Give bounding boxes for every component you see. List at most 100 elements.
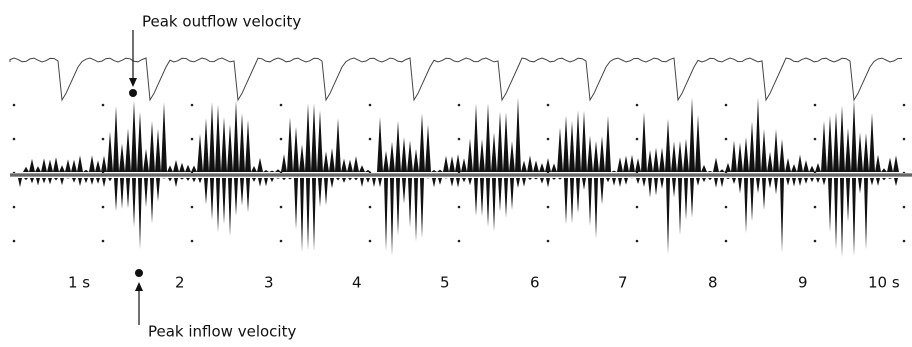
outflow-spike (59, 165, 65, 172)
inflow-spike (228, 178, 232, 236)
outflow-spike (521, 161, 527, 172)
inflow-spike (54, 178, 58, 180)
outflow-spike (137, 112, 143, 172)
inflow-spike (60, 178, 64, 185)
inflow-spike (522, 178, 526, 187)
outflow-spike (683, 139, 689, 172)
inflow-spike (612, 178, 616, 186)
outflow-spike (581, 111, 587, 172)
inflow-spike (816, 178, 820, 183)
outflow-spike (869, 113, 875, 172)
outflow-spike (575, 110, 581, 172)
outflow-spike (281, 154, 287, 172)
outflow-spike (149, 121, 155, 172)
outflow-spike (845, 128, 851, 172)
inflow-spike (744, 178, 748, 233)
outflow-spike (395, 121, 401, 172)
inflow-spike (174, 178, 178, 187)
inflow-spike (888, 178, 892, 179)
outflow-spike (863, 133, 869, 172)
inflow-spike (684, 178, 688, 220)
inflow-spike (876, 178, 880, 186)
inflow-spike (492, 178, 496, 232)
inflow-spike (222, 178, 226, 224)
outflow-spike (347, 160, 353, 172)
grid-dot (191, 206, 194, 209)
inflow-spike (96, 178, 100, 184)
inflow-spike (750, 178, 754, 222)
inflow-spike (498, 178, 502, 211)
grid-dot (280, 138, 283, 141)
inflow-spike (240, 178, 244, 206)
outflow-spike (473, 103, 479, 172)
grid-dot (636, 240, 639, 243)
inflow-spike (804, 178, 808, 184)
grid-dot (458, 240, 461, 243)
outflow-spike (545, 158, 551, 172)
inflow-spike (678, 178, 682, 235)
grid-dot (13, 206, 16, 209)
outflow-spike (563, 116, 569, 172)
inflow-spike (552, 178, 556, 180)
outflow-spike (725, 163, 731, 172)
outflow-spike (47, 160, 53, 172)
inflow-spike (486, 178, 490, 227)
inflow-spike (528, 178, 532, 180)
outflow-spike (767, 152, 773, 172)
inflow-spike (246, 178, 250, 213)
outflow-spike (533, 160, 539, 172)
inflow-spike (144, 178, 148, 207)
inflow-spike (618, 178, 622, 187)
outflow-spike (719, 169, 725, 172)
inflow-spike (234, 178, 238, 216)
outflow-spike (233, 100, 239, 172)
outflow-spike (617, 157, 623, 172)
inflow-spike (510, 178, 514, 210)
grid-dot (814, 138, 817, 141)
outflow-spike (215, 105, 221, 172)
outflow-spike (365, 170, 371, 172)
outflow-spike (131, 100, 137, 172)
inflow-spike (654, 178, 658, 196)
inflow-spike (306, 178, 310, 250)
inflow-spike (726, 178, 730, 179)
outflow-spike (191, 165, 197, 172)
time-label: 3 (264, 274, 274, 292)
outflow-spike (509, 141, 515, 172)
outflow-spike (35, 166, 41, 172)
inflow-spike (186, 178, 190, 181)
inflow-spike (18, 178, 22, 187)
inflow-spike (636, 178, 640, 184)
outflow-spike (827, 115, 833, 172)
outflow-spike (455, 154, 461, 172)
outflow-spike (389, 142, 395, 172)
grid-dot (725, 206, 728, 209)
outflow-spike (71, 160, 77, 172)
inflow-spike (810, 178, 814, 182)
outflow-spike (599, 136, 605, 172)
inflow-spike (300, 178, 304, 253)
inflow-spike (372, 178, 376, 187)
outflow-spike (527, 155, 533, 172)
inflow-spike (480, 178, 484, 216)
inflow-spike (360, 178, 364, 187)
outflow-spike (449, 156, 455, 172)
outflow-spike (665, 119, 671, 172)
outflow-spike (647, 150, 653, 172)
inflow-spike (432, 178, 436, 187)
outflow-spike (101, 156, 107, 172)
time-label: 10 s (868, 274, 900, 292)
inflow-spike (48, 178, 52, 184)
outflow-spike (791, 164, 797, 172)
outflow-spike (431, 170, 437, 172)
outflow-spike (263, 170, 269, 172)
outflow-spike (239, 113, 245, 172)
grid-dot (814, 104, 817, 107)
grid-dot (369, 104, 372, 107)
outflow-spike (593, 141, 599, 172)
inflow-spike (762, 178, 766, 210)
outflow-spike (815, 163, 821, 172)
inflow-spike (294, 178, 298, 230)
inflow-spike (672, 178, 676, 197)
grid-dot (547, 240, 550, 243)
